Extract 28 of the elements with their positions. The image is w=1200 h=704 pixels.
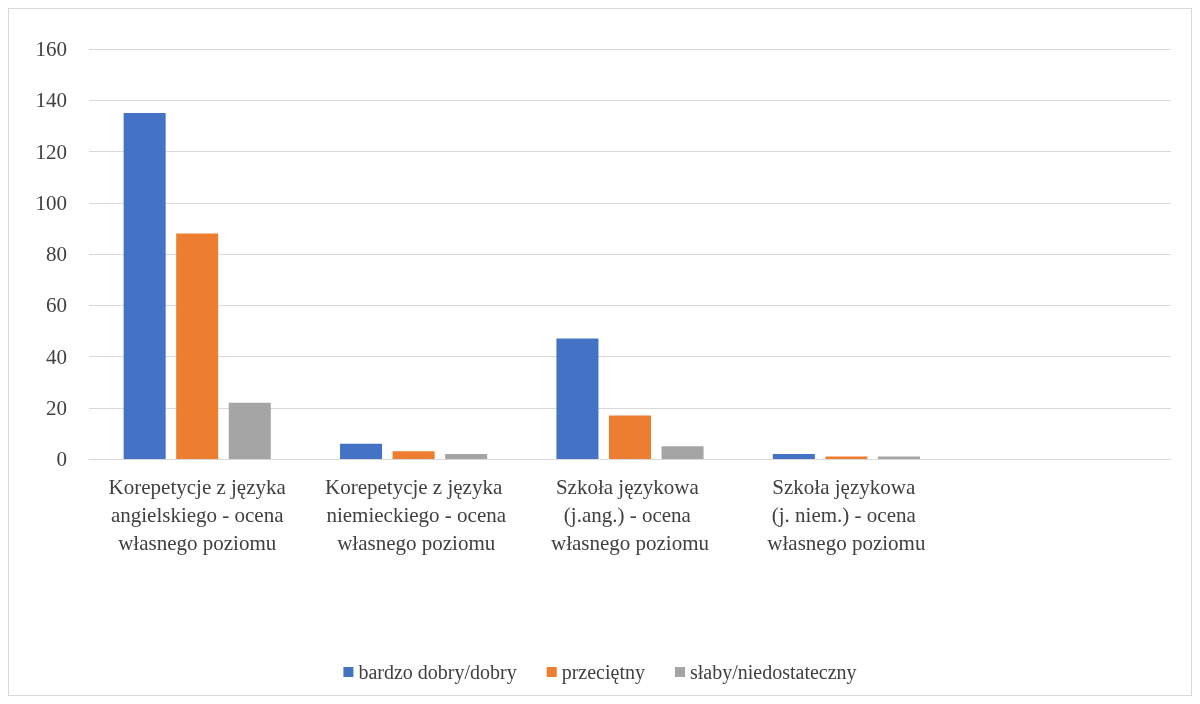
bar xyxy=(340,443,383,459)
y-tick-label: 100 xyxy=(35,190,67,215)
bar xyxy=(556,338,599,459)
legend-label: przeciętny xyxy=(561,661,645,684)
legend-label: bardzo dobry/dobry xyxy=(358,661,517,684)
bar xyxy=(228,402,271,459)
x-tick-label: Korepetycje z języka niemieckiego - ocena własnego poziomu xyxy=(321,475,507,555)
y-tick-label: 0 xyxy=(56,447,67,471)
bar xyxy=(877,456,920,459)
y-tick-label: 60 xyxy=(46,293,67,318)
y-tick-label: 80 xyxy=(46,242,67,266)
bar xyxy=(123,113,166,459)
legend-label: słaby/niedostateczny xyxy=(689,661,857,684)
x-tick-label: Szkoła językowa (j.ang.) - ocena własnego poziomu xyxy=(550,475,710,555)
bar xyxy=(445,453,488,459)
bar xyxy=(608,415,652,459)
bar xyxy=(772,453,815,459)
x-tick-label: Korepetycje z języka angielskiego - ocena własnego poziomu xyxy=(105,475,289,555)
bar xyxy=(661,446,704,459)
y-tick-label: 160 xyxy=(35,37,67,61)
x-tick-label: Szkoła językowa (j. niem.) - ocena własnego poziomu xyxy=(767,475,926,555)
y-tick-label: 140 xyxy=(35,88,67,113)
bar xyxy=(392,451,435,459)
bar xyxy=(825,456,868,459)
y-tick-label: 40 xyxy=(46,344,67,369)
y-tick-label: 20 xyxy=(46,395,67,420)
y-tick-label: 120 xyxy=(35,139,67,164)
bar xyxy=(176,233,219,459)
